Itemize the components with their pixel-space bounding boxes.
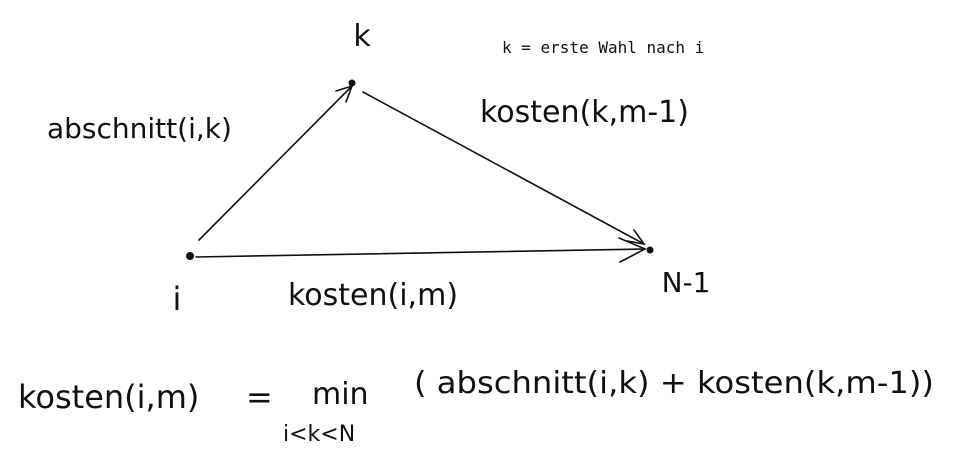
node-k-dot (348, 79, 356, 87)
edge-k-to-n-minus-1 (362, 91, 645, 245)
nodes (186, 79, 654, 260)
node-label-k: k (353, 19, 371, 54)
edge-i-to-k (198, 85, 353, 241)
arrowhead-k-to-n-minus-1 (626, 229, 646, 246)
definition-note: k = erste Wahl nach i (502, 38, 704, 57)
edge-label-k-to-n-minus-1: kosten(k,m-1) (480, 95, 689, 130)
edge-label-i-to-k: abschnitt(i,k) (47, 112, 232, 145)
node-label-i: i (173, 280, 182, 318)
arrowhead-i-to-n-minus-1 (618, 237, 647, 263)
formula-equals: = (246, 378, 273, 416)
formula-min-operator: min (312, 377, 369, 412)
formula-lhs: kosten(i,m) (18, 378, 199, 416)
node-label-n-minus-1: N-1 (662, 266, 711, 299)
node-i-dot (186, 252, 194, 260)
edge-label-i-to-n-minus-1: kosten(i,m) (288, 278, 458, 313)
edges (195, 84, 647, 263)
formula-argument: ( abschnitt(i,k) + kosten(k,m-1)) (414, 366, 934, 401)
node-n-minus-1-dot (646, 246, 654, 254)
edge-i-to-n-minus-1 (195, 248, 646, 258)
formula-min-subscript: i<k<N (283, 422, 355, 447)
recurrence-formula: kosten(i,m) = min i<k<N ( abschnitt(i,k)… (18, 366, 934, 447)
